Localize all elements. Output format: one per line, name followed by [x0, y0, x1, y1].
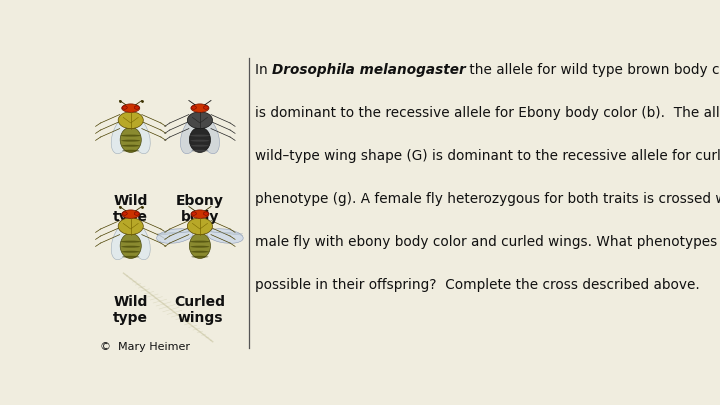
Text: Ebony
body: Ebony body [176, 194, 224, 224]
Ellipse shape [130, 117, 150, 153]
Ellipse shape [192, 212, 197, 215]
Ellipse shape [190, 134, 210, 136]
Ellipse shape [111, 117, 132, 153]
Ellipse shape [204, 106, 209, 109]
Text: the allele for wild type brown body color  (B): the allele for wild type brown body colo… [466, 63, 720, 77]
Ellipse shape [120, 127, 141, 152]
Ellipse shape [122, 212, 127, 215]
Ellipse shape [191, 145, 209, 147]
Text: Drosophila melanogaster: Drosophila melanogaster [271, 63, 466, 77]
Text: ©  Mary Heimer: © Mary Heimer [100, 342, 190, 352]
Ellipse shape [187, 112, 212, 129]
Ellipse shape [189, 233, 210, 258]
Ellipse shape [122, 145, 140, 147]
Ellipse shape [121, 134, 141, 136]
Ellipse shape [134, 106, 139, 109]
Ellipse shape [121, 140, 140, 142]
Ellipse shape [118, 218, 143, 234]
Ellipse shape [207, 229, 243, 243]
Ellipse shape [187, 218, 212, 234]
Text: wild–type wing shape (G) is dominant to the recessive allele for curly wing: wild–type wing shape (G) is dominant to … [255, 149, 720, 163]
Ellipse shape [191, 104, 209, 112]
Ellipse shape [190, 241, 210, 243]
Ellipse shape [204, 212, 209, 215]
Text: is dominant to the recessive allele for Ebony body color (b).  The allele for: is dominant to the recessive allele for … [255, 106, 720, 119]
Ellipse shape [120, 233, 141, 258]
Ellipse shape [181, 117, 202, 153]
Ellipse shape [122, 150, 139, 152]
Ellipse shape [111, 224, 132, 260]
Text: Curled
wings: Curled wings [174, 295, 225, 325]
Ellipse shape [190, 246, 210, 248]
Ellipse shape [122, 251, 140, 253]
Ellipse shape [192, 256, 209, 258]
Ellipse shape [121, 246, 140, 248]
Text: phenotype (g). A female fly heterozygous for both traits is crossed with a: phenotype (g). A female fly heterozygous… [255, 192, 720, 206]
Ellipse shape [189, 127, 210, 152]
Ellipse shape [134, 212, 139, 215]
Text: Wild
type: Wild type [113, 295, 148, 325]
Ellipse shape [130, 224, 150, 260]
Ellipse shape [157, 229, 193, 243]
Ellipse shape [122, 106, 127, 109]
Ellipse shape [191, 210, 209, 218]
Text: In: In [255, 63, 271, 77]
Ellipse shape [122, 104, 140, 112]
Text: possible in their offspring?  Complete the cross described above.: possible in their offspring? Complete th… [255, 278, 699, 292]
Ellipse shape [122, 210, 140, 218]
Ellipse shape [192, 150, 209, 152]
Text: Wild
type: Wild type [113, 194, 148, 224]
Ellipse shape [190, 140, 210, 142]
Ellipse shape [122, 256, 139, 258]
Ellipse shape [121, 241, 141, 243]
Ellipse shape [192, 106, 197, 109]
Ellipse shape [191, 251, 209, 253]
Text: male fly with ebony body color and curled wings. What phenotypes are: male fly with ebony body color and curle… [255, 235, 720, 249]
Ellipse shape [118, 112, 143, 129]
Ellipse shape [199, 117, 220, 153]
